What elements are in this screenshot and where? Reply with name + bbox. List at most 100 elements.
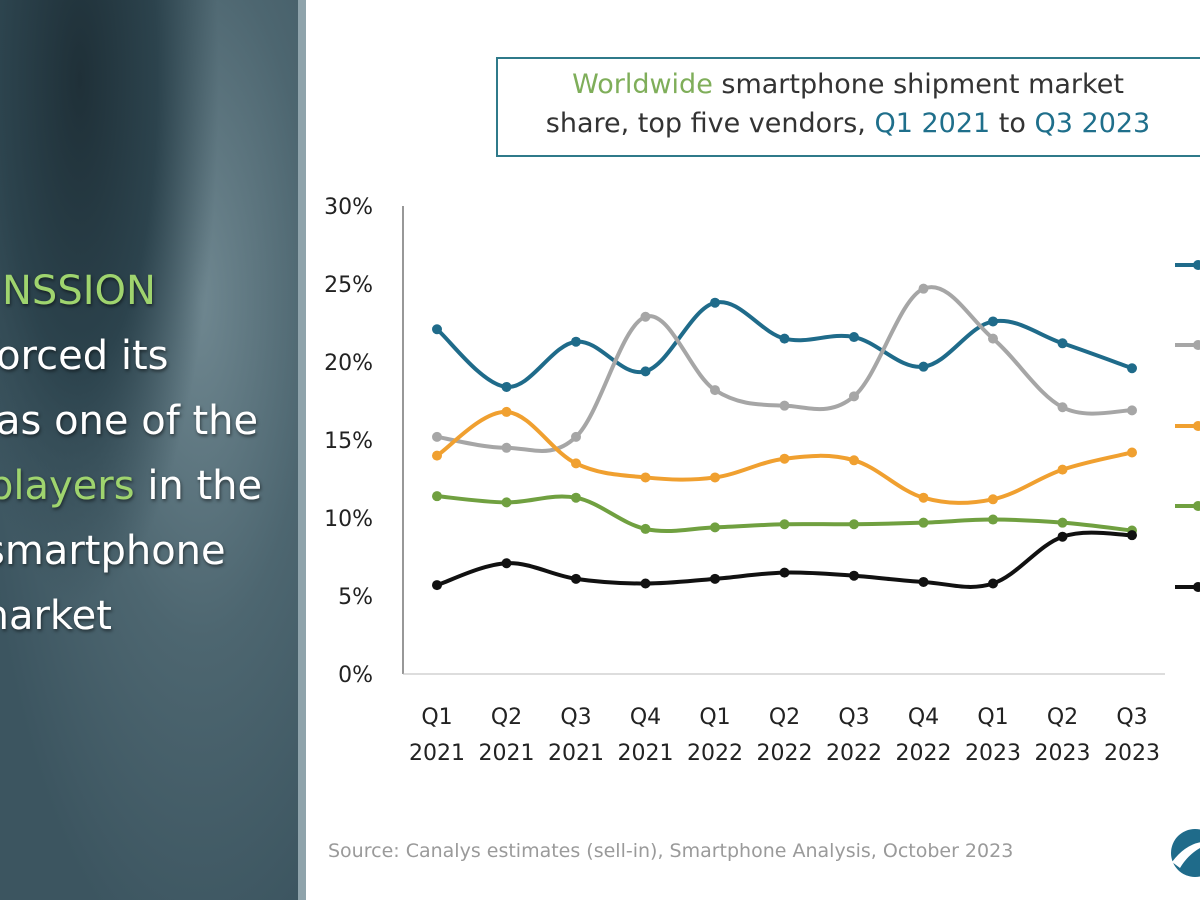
data-point xyxy=(501,442,512,453)
data-point xyxy=(988,316,998,327)
source-note: Source: Canalys estimates (sell-in), Sma… xyxy=(328,840,1014,862)
x-tick-label: Q2 xyxy=(1047,705,1078,730)
x-tick-label: Q1 xyxy=(977,705,1008,730)
y-tick-label: 5% xyxy=(338,585,373,610)
data-point xyxy=(988,333,998,344)
series-line xyxy=(435,285,1134,453)
data-point xyxy=(432,450,442,461)
legend-marker xyxy=(1193,501,1200,511)
x-tick-label: Q3 xyxy=(560,705,591,730)
data-point xyxy=(710,522,720,533)
data-point xyxy=(1057,531,1068,542)
data-point xyxy=(432,580,442,591)
data-point xyxy=(849,519,859,530)
data-point xyxy=(849,455,859,466)
data-point xyxy=(710,297,720,308)
data-point xyxy=(1127,530,1137,541)
data-point xyxy=(501,406,512,417)
data-point xyxy=(710,472,720,483)
x-tick-label: 2022 xyxy=(757,741,813,766)
data-point xyxy=(1127,405,1137,416)
data-point xyxy=(571,492,581,503)
series-line xyxy=(435,530,1134,589)
panel-text-line: smartphone xyxy=(0,528,226,574)
panel-text-line: players in the xyxy=(0,463,263,509)
panel-text-line: forced its xyxy=(0,333,169,379)
data-point xyxy=(1057,338,1068,349)
data-point xyxy=(640,366,651,377)
data-point xyxy=(1057,402,1068,413)
data-point xyxy=(918,517,929,528)
data-point xyxy=(988,514,998,525)
data-point xyxy=(501,497,512,508)
data-point xyxy=(432,324,442,335)
data-point xyxy=(988,578,998,589)
data-point xyxy=(501,558,512,569)
panel-text-line: NSSION xyxy=(2,268,156,314)
x-tick-label: Q2 xyxy=(491,705,522,730)
data-point xyxy=(640,472,651,483)
data-point xyxy=(710,573,720,584)
chart-title-line-2: share, top five vendors, Q1 2021 to Q3 2… xyxy=(545,108,1151,139)
data-point xyxy=(779,519,790,530)
x-tick-label: Q3 xyxy=(838,705,869,730)
x-tick-label: 2023 xyxy=(1035,741,1091,766)
data-point xyxy=(571,336,581,347)
data-point xyxy=(1127,447,1137,458)
data-point xyxy=(501,381,512,392)
data-point xyxy=(571,573,581,584)
legend-marker xyxy=(1193,582,1200,592)
data-point xyxy=(640,523,651,534)
data-point xyxy=(779,333,790,344)
x-tick-label: Q2 xyxy=(769,705,800,730)
legend-marker xyxy=(1193,421,1200,431)
data-point xyxy=(1127,363,1137,374)
data-point xyxy=(571,458,581,469)
y-tick-label: 30% xyxy=(324,195,373,220)
chart-title-line-1: Worldwide smartphone shipment market xyxy=(572,69,1124,100)
x-tick-label: 2022 xyxy=(687,741,743,766)
panel-text-line: as one of the xyxy=(0,398,259,444)
data-point xyxy=(779,567,790,578)
data-point xyxy=(640,578,651,589)
series-line xyxy=(435,300,1134,389)
data-point xyxy=(918,576,929,587)
y-tick-label: 0% xyxy=(338,663,373,688)
panel-text-line: market xyxy=(0,593,112,639)
data-point xyxy=(432,491,442,502)
x-tick-label: Q1 xyxy=(699,705,730,730)
x-tick-label: Q4 xyxy=(630,705,661,730)
data-point xyxy=(849,332,859,343)
data-point xyxy=(918,492,929,503)
data-point xyxy=(779,453,790,464)
data-point xyxy=(640,311,651,322)
y-tick-label: 10% xyxy=(324,507,373,532)
x-tick-label: Q4 xyxy=(908,705,939,730)
x-tick-label: Q3 xyxy=(1116,705,1147,730)
data-point xyxy=(849,391,859,402)
y-tick-label: 20% xyxy=(324,351,373,376)
y-tick-label: 15% xyxy=(324,429,373,454)
panel-divider xyxy=(298,0,306,900)
x-tick-label: 2023 xyxy=(1104,741,1160,766)
x-tick-label: 2021 xyxy=(409,741,465,766)
x-tick-label: 2023 xyxy=(965,741,1021,766)
y-tick-label: 25% xyxy=(324,273,373,298)
data-point xyxy=(779,400,790,411)
x-tick-label: 2021 xyxy=(618,741,674,766)
data-point xyxy=(710,385,720,396)
x-tick-label: 2022 xyxy=(826,741,882,766)
data-point xyxy=(1057,464,1068,475)
legend-marker xyxy=(1193,340,1200,350)
x-tick-label: Q1 xyxy=(421,705,452,730)
x-tick-label: 2021 xyxy=(548,741,604,766)
data-point xyxy=(918,361,929,372)
x-tick-label: 2022 xyxy=(896,741,952,766)
data-point xyxy=(849,570,859,581)
chart-title-box: Worldwide smartphone shipment market sha… xyxy=(496,57,1200,157)
data-point xyxy=(571,431,581,442)
data-point xyxy=(1057,517,1068,528)
legend-marker xyxy=(1193,260,1200,270)
x-tick-label: 2021 xyxy=(479,741,535,766)
